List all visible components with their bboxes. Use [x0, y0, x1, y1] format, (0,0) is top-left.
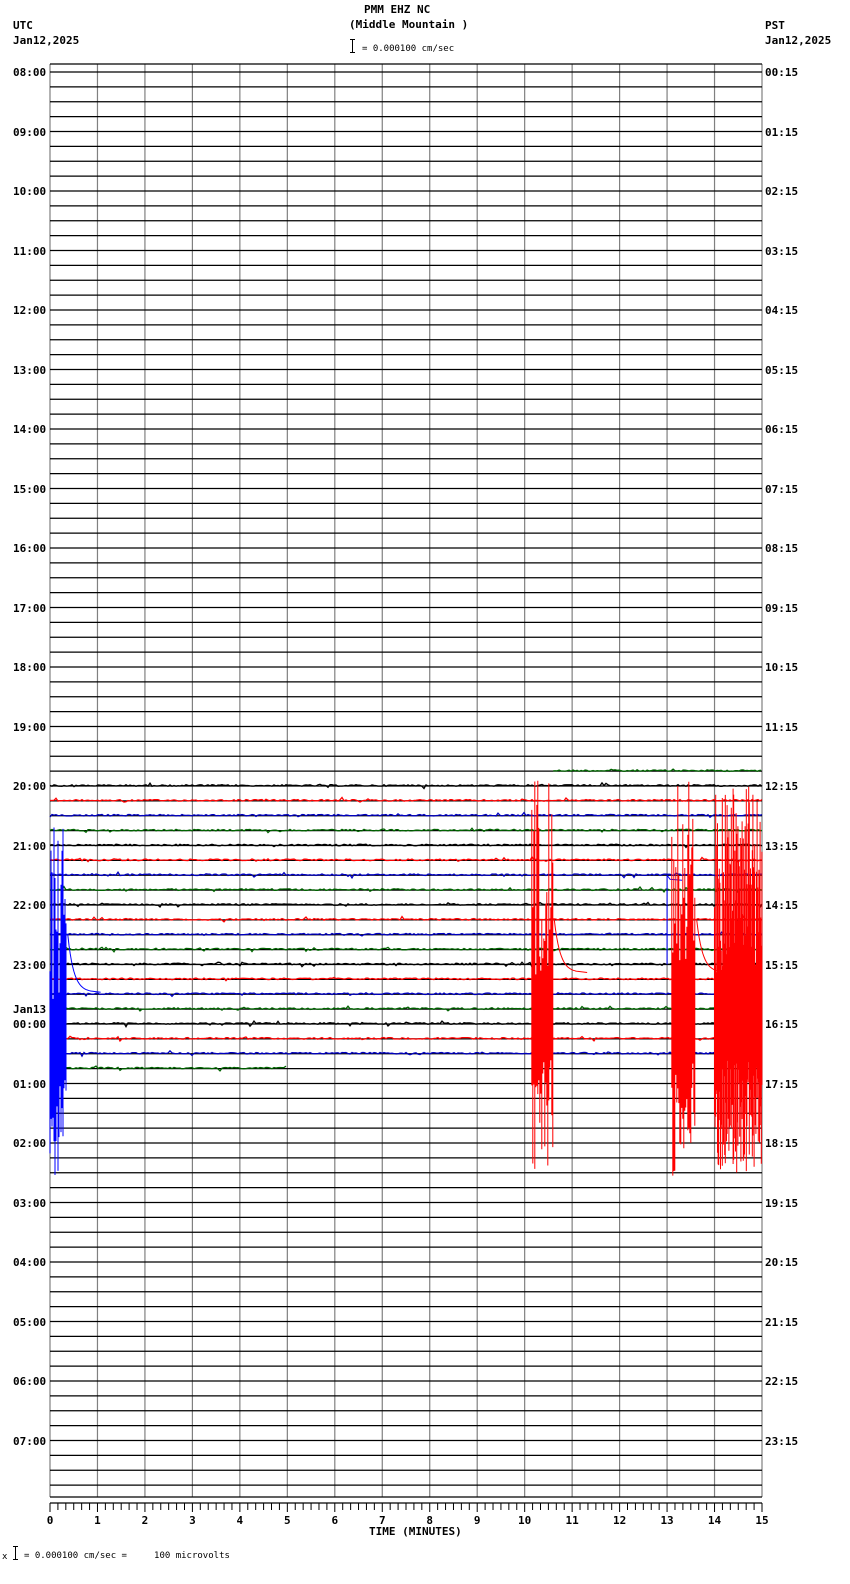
- utc-hour-label: 03:00: [13, 1196, 47, 1210]
- pst-hour-label: 17:15: [765, 1077, 799, 1091]
- pst-hour-label: 21:15: [765, 1315, 799, 1329]
- utc-hour-label: 12:00: [13, 304, 47, 317]
- left-date: Jan12,2025: [13, 34, 80, 47]
- utc-hour-label: 08:00: [13, 66, 47, 79]
- utc-hour-label: 13:00: [13, 363, 47, 377]
- pst-hour-label: 11:15: [765, 720, 799, 734]
- utc-hour-label: 22:00: [13, 899, 47, 912]
- utc-hour-label: 02:00: [13, 1137, 47, 1150]
- pst-hour-label: 02:15: [765, 185, 799, 198]
- left-timezone: UTC: [13, 19, 33, 32]
- scale-bar-icon: [350, 39, 358, 53]
- pst-hour-label: 14:15: [765, 899, 799, 912]
- utc-hour-label: 01:00: [13, 1077, 47, 1091]
- x-tick-label: 3: [189, 1514, 196, 1527]
- utc-hour-label: 00:00: [13, 1018, 47, 1031]
- x-tick-label: 7: [378, 1514, 386, 1527]
- utc-hour-label: 16:00: [13, 542, 47, 555]
- utc-hour-label: 10:00: [13, 185, 47, 198]
- utc-hour-label: 17:00: [13, 601, 47, 615]
- x-axis-label: TIME (MINUTES): [369, 1525, 462, 1538]
- pst-hour-label: 00:15: [765, 66, 799, 79]
- footer-scale-text: = 0.000100 cm/sec = 100 microvolts: [24, 1551, 230, 1561]
- pst-hour-label: 13:15: [765, 839, 799, 853]
- station-title: PMM EHZ NC: [364, 3, 431, 16]
- pst-hour-label: 07:15: [765, 482, 799, 496]
- pst-hour-label: 15:15: [765, 958, 799, 972]
- x-tick-label: 2: [141, 1514, 149, 1527]
- pst-hour-label: 22:15: [765, 1375, 799, 1388]
- footer-scale-bar-icon: [13, 1546, 21, 1560]
- utc-hour-label: 21:00: [13, 839, 47, 853]
- date-change-label: Jan13: [13, 1003, 47, 1016]
- pst-hour-label: 04:15: [765, 304, 799, 317]
- x-tick-label: 1: [94, 1514, 101, 1527]
- x-tick-label: 4: [236, 1514, 244, 1527]
- utc-hour-label: 20:00: [13, 780, 47, 793]
- utc-hour-label: 15:00: [13, 482, 47, 496]
- pst-hour-label: 12:15: [765, 780, 799, 793]
- scale-text: = 0.000100 cm/sec: [362, 44, 455, 54]
- station-location: (Middle Mountain ): [349, 18, 469, 31]
- pst-hour-label: 23:15: [765, 1434, 799, 1448]
- x-tick-label: 6: [331, 1514, 339, 1527]
- x-tick-label: 11: [565, 1514, 579, 1527]
- utc-hour-label: 07:00: [13, 1434, 47, 1448]
- utc-hour-label: 05:00: [13, 1315, 47, 1329]
- utc-hour-label: 09:00: [13, 125, 47, 139]
- pst-hour-label: 01:15: [765, 125, 799, 139]
- utc-hour-label: 06:00: [13, 1375, 47, 1388]
- utc-hour-label: 14:00: [13, 423, 47, 436]
- utc-hour-label: 18:00: [13, 661, 47, 674]
- utc-hour-label: 23:00: [13, 958, 47, 972]
- pst-hour-label: 20:15: [765, 1256, 799, 1269]
- x-tick-label: 10: [518, 1514, 532, 1527]
- footer-prefix: x: [2, 1552, 8, 1562]
- pst-hour-label: 19:15: [765, 1196, 799, 1210]
- x-tick-label: 9: [473, 1514, 481, 1527]
- pst-hour-label: 10:15: [765, 661, 799, 674]
- x-tick-label: 8: [426, 1514, 434, 1527]
- x-tick-label: 0: [46, 1514, 54, 1527]
- pst-hour-label: 18:15: [765, 1137, 799, 1150]
- pst-hour-label: 16:15: [765, 1018, 799, 1031]
- pst-hour-label: 09:15: [765, 601, 799, 615]
- pst-hour-label: 06:15: [765, 423, 799, 436]
- x-tick-label: 13: [660, 1514, 674, 1527]
- utc-hour-label: 04:00: [13, 1256, 47, 1269]
- x-tick-label: 12: [612, 1514, 627, 1527]
- right-timezone: PST: [765, 19, 785, 32]
- utc-hour-label: 19:00: [13, 720, 47, 734]
- x-tick-label: 15: [755, 1514, 769, 1527]
- x-tick-label: 5: [284, 1514, 291, 1527]
- utc-hour-label: 11:00: [13, 244, 47, 258]
- x-tick-label: 14: [707, 1514, 722, 1527]
- pst-hour-label: 05:15: [765, 363, 799, 377]
- pst-hour-label: 08:15: [765, 542, 799, 555]
- right-date: Jan12,2025: [765, 34, 832, 47]
- pst-hour-label: 03:15: [765, 244, 799, 258]
